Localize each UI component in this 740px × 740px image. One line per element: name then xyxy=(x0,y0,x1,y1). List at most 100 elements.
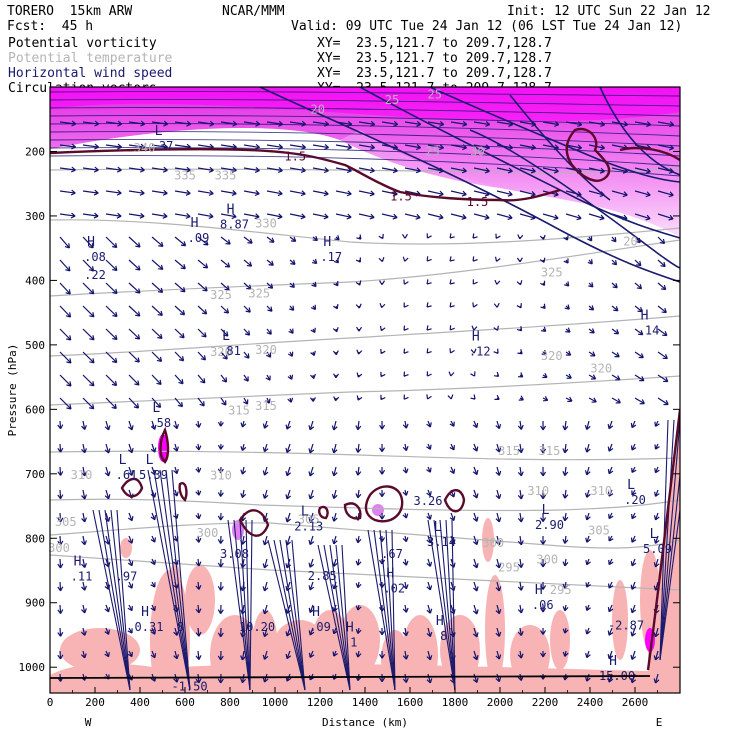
low-jet-fan-4-1 xyxy=(323,544,351,691)
vector-450 xyxy=(472,489,479,499)
low-jet-fan-0-1 xyxy=(98,509,131,691)
vector-356 xyxy=(173,420,180,430)
vector-291 xyxy=(541,349,547,356)
vector-108 xyxy=(59,212,76,219)
vector-624 xyxy=(127,650,133,658)
vector-381 xyxy=(127,443,134,454)
vector-504 xyxy=(472,535,479,546)
vector-262 xyxy=(493,325,499,331)
extremum-marker-28: H xyxy=(312,605,320,620)
low-jet-fan-6-3 xyxy=(445,519,456,691)
forecast-hour: Fcst: 45 h xyxy=(7,19,94,34)
vector-258 xyxy=(403,325,409,331)
vector-18 xyxy=(473,120,491,127)
vector-15 xyxy=(404,120,422,127)
vector-269 xyxy=(657,328,668,337)
vector-107 xyxy=(657,190,674,198)
vector-118 xyxy=(289,213,306,220)
vector-425 xyxy=(517,466,524,477)
vector-176 xyxy=(378,256,385,263)
vector-361 xyxy=(285,420,292,430)
extremum-value-4: 8.87 xyxy=(220,218,249,232)
vector-143 xyxy=(243,236,253,244)
vector-57 xyxy=(128,166,145,173)
low-jet-fan-4-4 xyxy=(341,544,351,691)
vector-607 xyxy=(355,627,362,634)
vector-400 xyxy=(562,443,569,454)
vector-411 xyxy=(195,466,202,473)
vector-582 xyxy=(402,604,409,613)
vector-63 xyxy=(266,167,283,173)
vector-65 xyxy=(312,167,329,174)
vector-511 xyxy=(630,535,637,543)
x-tick-label-5: 1000 xyxy=(262,696,289,709)
vector-340 xyxy=(426,394,432,400)
vector-388 xyxy=(285,443,292,453)
vector-321 xyxy=(611,374,621,381)
vector-383 xyxy=(173,443,179,452)
vector-350 xyxy=(657,397,669,406)
vector-370 xyxy=(495,420,502,430)
jet-streamline-2 xyxy=(50,107,680,117)
vector-177 xyxy=(402,256,409,262)
vector-267 xyxy=(611,328,620,335)
vector-251 xyxy=(243,328,251,336)
vector-120 xyxy=(335,213,352,220)
wind-contour-1 xyxy=(359,87,680,239)
vector-115 xyxy=(220,213,237,220)
low-jet-fan-6-1 xyxy=(433,519,456,691)
vector-458 xyxy=(654,489,660,497)
vector-323 xyxy=(657,374,669,383)
low-jet-fan-1-4 xyxy=(171,469,191,691)
low-jet-fan-2-1 xyxy=(233,519,251,691)
theta-label-25: 300 xyxy=(536,553,558,567)
extremum-marker-3: H xyxy=(191,216,199,231)
extremum-value-11: 5.39 xyxy=(139,468,168,482)
low-jet-fan-7-2 xyxy=(659,419,680,661)
vector-235 xyxy=(493,302,500,308)
extremum-marker-10: L xyxy=(119,453,127,468)
theta-label-24: 300 xyxy=(482,536,504,550)
vector-98 xyxy=(450,190,467,197)
vector-470 xyxy=(308,512,315,523)
vector-66 xyxy=(335,167,352,174)
vector-393 xyxy=(402,443,409,452)
vector-662 xyxy=(379,673,386,683)
vector-289 xyxy=(493,348,499,354)
theta-label-22: 300 xyxy=(48,541,70,555)
extremum-marker-29: H xyxy=(346,620,354,635)
vector-368 xyxy=(449,420,455,427)
vector-168 xyxy=(197,259,209,269)
vector-310 xyxy=(356,372,363,378)
wind-speed-contours xyxy=(92,87,680,691)
vector-243 xyxy=(59,328,72,341)
vector-157 xyxy=(563,235,569,241)
vector-69 xyxy=(404,167,421,174)
vector-596 xyxy=(104,627,110,635)
vector-384 xyxy=(195,443,202,451)
vector-303 xyxy=(197,374,206,384)
vector-64 xyxy=(289,167,306,174)
vector-265 xyxy=(565,327,571,333)
vector-351 xyxy=(57,420,64,430)
low-level-shade-16 xyxy=(120,538,132,558)
y-tick-label-6: 800 xyxy=(25,532,45,545)
vector-329 xyxy=(174,397,183,408)
vector-674 xyxy=(653,673,660,684)
vector-343 xyxy=(494,394,500,401)
vector-85 xyxy=(151,189,168,196)
vector-238 xyxy=(564,304,570,310)
extremum-value-8: .14 xyxy=(638,323,660,337)
vector-126 xyxy=(473,213,490,220)
vector-227 xyxy=(310,304,317,311)
vector-555 xyxy=(402,581,409,590)
wind-contour-5 xyxy=(599,87,680,176)
vector-315 xyxy=(470,371,476,377)
vector-56 xyxy=(105,166,122,173)
jet-streamline-8 xyxy=(50,155,680,177)
vector-327 xyxy=(128,397,140,409)
field-xy-theta: XY= 23.5,121.7 to 209.7,128.7 xyxy=(317,51,552,66)
vector-621 xyxy=(57,650,64,660)
vector-514 xyxy=(81,558,87,569)
vector-211 xyxy=(563,281,570,287)
